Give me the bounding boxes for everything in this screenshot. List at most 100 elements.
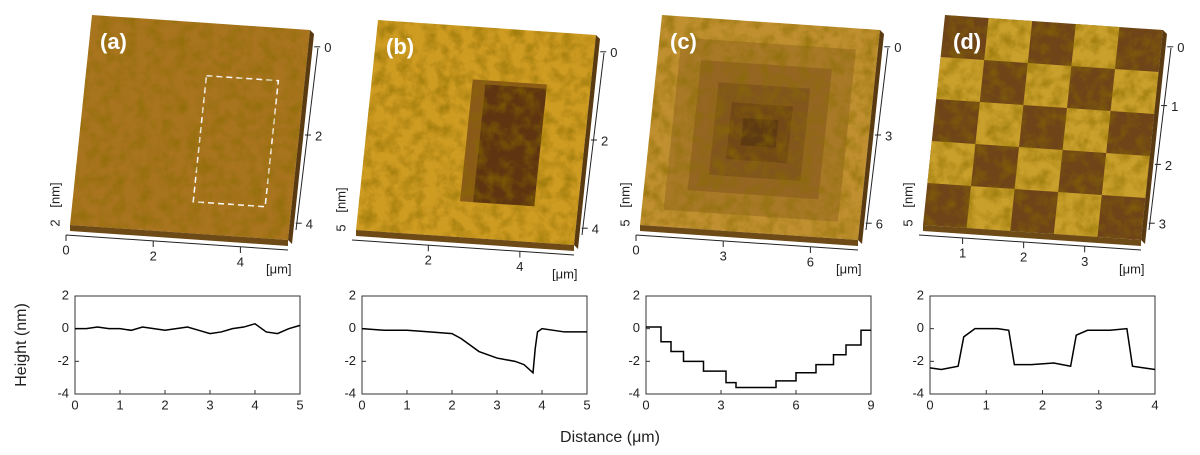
x-tick-label: 5 [583,397,590,412]
afm-texture [70,15,310,240]
z-tick-label: 5 [900,219,915,226]
image-tick-label: 0 [610,45,617,60]
z-unit: [nm] [47,182,62,207]
axis [65,234,289,251]
afm-side [858,30,884,244]
x-tick-label: 4 [1151,397,1158,412]
axis [918,234,1142,251]
image-tick-label: 6 [876,217,883,232]
image-tick-label: 0 [62,242,69,257]
image-tick-label: 4 [306,217,313,232]
axis [865,47,889,231]
x-tick-label: 2 [161,397,168,412]
x-tick-label: 5 [296,397,303,412]
y-tick-label: 0 [349,320,356,335]
panel-label: (c) [670,29,697,54]
x-tick-label: 1 [116,397,123,412]
plot-frame [74,295,301,395]
z-unit: [nm] [617,182,632,207]
y-tick-label: 2 [349,287,356,302]
z-tick-label: 5 [617,219,632,226]
y-tick-label: -4 [912,385,924,400]
y-tick-label: -2 [57,353,69,368]
image-tick-label: 4 [592,222,599,237]
image-tick-label: 0 [632,242,639,257]
image-unit: [μm] [836,261,862,276]
y-tick-label: 2 [917,287,924,302]
image-tick-label: 0 [894,40,901,55]
image-tick-label: 1 [959,245,966,260]
panel-label: (d) [953,29,981,54]
image-tick-label: 3 [720,248,727,263]
x-tick-label: 0 [358,397,365,412]
afm-side [70,225,288,246]
x-tick-label: 3 [1095,397,1102,412]
image-tick-label: 4 [516,259,523,274]
image-unit: [μm] [266,261,292,276]
afm-side [923,225,1141,246]
afm-side [574,35,600,249]
image-tick-label: 2 [1020,250,1027,265]
y-tick-label: -4 [344,385,356,400]
image-tick-label: 3 [1159,217,1166,232]
x-tick-label: 4 [251,397,258,412]
plot-frame [929,295,1156,395]
afm-side [1141,30,1167,244]
y-tick-label: -2 [628,353,640,368]
image-tick-label: 0 [324,40,331,55]
z-unit: [nm] [900,182,915,207]
axis [1148,47,1172,231]
image-tick-label: 2 [1165,158,1172,173]
y-tick-label: -4 [628,385,640,400]
plot-frame [361,295,588,395]
panel-label: (a) [100,29,127,54]
afm-side [356,230,574,251]
image-unit: [μm] [1119,261,1145,276]
x-tick-label: 6 [792,397,799,412]
image-tick-label: 2 [150,248,157,263]
y-tick-label: 0 [62,320,69,335]
x-tick-label: 2 [448,397,455,412]
axis [635,234,859,251]
x-tick-label: 1 [403,397,410,412]
x-tick-label: 9 [867,397,874,412]
x-tick-label: 0 [926,397,933,412]
image-tick-label: 4 [237,254,244,269]
afm-texture [356,20,596,245]
axis [295,47,319,231]
x-tick-label: 3 [206,397,213,412]
x-tick-label: 2 [1039,397,1046,412]
image-tick-label: 2 [601,133,608,148]
z-tick-label: 5 [333,224,348,231]
profile-line [75,322,301,335]
y-axis-label: Height (nm) [13,303,30,387]
image-tick-label: 0 [1177,40,1184,55]
y-tick-label: -2 [344,353,356,368]
x-tick-label: 3 [717,397,724,412]
profile-line [929,327,1156,371]
image-tick-label: 6 [807,254,814,269]
z-tick-label: 2 [47,219,62,226]
y-tick-label: -4 [57,385,69,400]
afm-side [288,30,314,244]
panel-label: (b) [386,34,414,59]
image-tick-label: 2 [315,128,322,143]
image-tick-label: 1 [1171,99,1178,114]
afm-texture [923,15,1163,240]
x-tick-label: 0 [71,397,78,412]
y-tick-label: -2 [912,353,924,368]
image-tick-label: 3 [1081,254,1088,269]
y-tick-label: 0 [633,320,640,335]
image-unit: [μm] [552,266,578,281]
axis [351,239,575,256]
afm-texture [640,15,880,240]
axis [581,52,605,236]
y-tick-label: 2 [62,287,69,302]
image-tick-label: 3 [885,128,892,143]
x-tick-label: 0 [642,397,649,412]
y-tick-label: 0 [917,320,924,335]
plot-frame [645,295,872,395]
x-tick-label: 1 [983,397,990,412]
x-tick-label: 4 [538,397,545,412]
